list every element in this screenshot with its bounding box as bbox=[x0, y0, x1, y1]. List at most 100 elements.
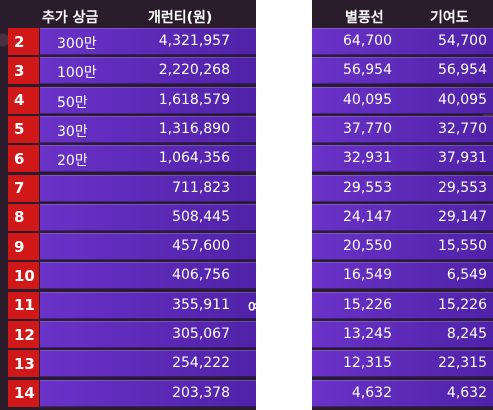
contrib-cell: 37,931 bbox=[438, 150, 487, 167]
table-row: 8 508,445 24,147 29,147 bbox=[8, 203, 493, 231]
rank-number: 3 bbox=[8, 57, 39, 85]
bonus-cell: 30만 bbox=[57, 123, 88, 140]
left-bar: 355,911 bbox=[40, 291, 256, 319]
vote-cell: 13,245 bbox=[343, 326, 392, 342]
contrib-cell: 6,549 bbox=[446, 267, 487, 284]
vote-cell: 20,550 bbox=[343, 238, 392, 255]
rank-number: 5 bbox=[8, 115, 39, 143]
vote-cell: 37,770 bbox=[343, 120, 392, 137]
rank-number: 6 bbox=[8, 145, 39, 173]
table-row: 2 300만 4,321,957 64,700 54,700 bbox=[8, 28, 493, 55]
name-cell: 여 bbox=[248, 300, 260, 316]
right-bar: 64,700 54,700 bbox=[312, 28, 493, 55]
right-bar: 20,550 15,550 bbox=[312, 233, 493, 261]
guarantee-cell: 406,756 bbox=[172, 267, 230, 284]
right-bar: 12,315 22,315 bbox=[312, 350, 493, 378]
guarantee-cell: 1,316,890 bbox=[158, 120, 230, 137]
rank-number: 14 bbox=[8, 379, 39, 407]
right-bar: 15,226 15,226 bbox=[312, 291, 493, 319]
right-bar: 29,553 29,553 bbox=[312, 174, 493, 202]
contrib-cell: 54,700 bbox=[438, 33, 487, 49]
guarantee-cell: 254,222 bbox=[172, 355, 230, 372]
right-bar: 16,549 6,549 bbox=[312, 262, 493, 290]
rank-number: 12 bbox=[8, 321, 39, 348]
guarantee-cell: 305,067 bbox=[172, 326, 230, 342]
table-row: 14 203,378 4,632 4,632 bbox=[8, 379, 493, 407]
table-row: 5 30만 1,316,890 37,770 32,770 bbox=[8, 115, 493, 143]
contrib-cell: 29,553 bbox=[438, 179, 487, 196]
vote-cell: 32,931 bbox=[343, 150, 392, 167]
right-bar: 32,931 37,931 bbox=[312, 145, 493, 173]
table-header: 추가 상금 개런티(원) 이름 별풍선 기여도 bbox=[8, 0, 493, 28]
table-row: 4 50만 1,618,579 40,095 40,095 bbox=[8, 86, 493, 114]
table-row: 9 457,600 20,550 15,550 bbox=[8, 233, 493, 261]
guarantee-cell: 2,220,268 bbox=[158, 62, 230, 79]
table-row: 6 20만 1,064,356 32,931 37,931 bbox=[8, 145, 493, 173]
guarantee-cell: 355,911 bbox=[172, 296, 230, 313]
table-row: 7 711,823 29,553 29,553 bbox=[8, 174, 493, 202]
left-bar: 508,445 bbox=[40, 203, 256, 231]
vote-cell: 24,147 bbox=[343, 208, 392, 225]
rank-number: 9 bbox=[8, 233, 39, 261]
vote-cell: 29,553 bbox=[343, 179, 392, 196]
left-bar: 300만 4,321,957 bbox=[40, 28, 256, 55]
rank-number: 4 bbox=[8, 86, 39, 114]
guarantee-cell: 1,618,579 bbox=[158, 91, 230, 108]
right-bar: 37,770 32,770 bbox=[312, 115, 493, 143]
header-guarantee: 개런티(원) bbox=[148, 10, 213, 26]
left-bar: 711,823 bbox=[40, 174, 256, 202]
table-row: 10 406,756 16,549 6,549 bbox=[8, 262, 493, 290]
right-bar: 24,147 29,147 bbox=[312, 203, 493, 231]
left-bar: 50만 1,618,579 bbox=[40, 86, 256, 114]
right-bar: 4,632 4,632 bbox=[312, 379, 493, 407]
table-row: 13 254,222 12,315 22,315 bbox=[8, 350, 493, 378]
guarantee-cell: 457,600 bbox=[172, 238, 230, 255]
left-bar: 254,222 bbox=[40, 350, 256, 378]
header-bonus: 추가 상금 bbox=[42, 10, 99, 26]
right-bar: 56,954 56,954 bbox=[312, 57, 493, 85]
rank-number: 8 bbox=[8, 203, 39, 231]
contrib-cell: 15,226 bbox=[438, 296, 487, 313]
name-column-blank bbox=[256, 0, 312, 410]
vote-cell: 4,632 bbox=[351, 384, 392, 401]
bonus-cell: 100만 bbox=[57, 65, 97, 82]
bonus-cell: 20만 bbox=[57, 153, 88, 170]
vote-cell: 15,226 bbox=[343, 296, 392, 313]
bonus-cell: 50만 bbox=[57, 94, 88, 111]
contrib-cell: 40,095 bbox=[438, 91, 487, 108]
rank-number: 10 bbox=[8, 262, 39, 290]
vote-cell: 12,315 bbox=[343, 355, 392, 372]
guarantee-cell: 4,321,957 bbox=[158, 33, 230, 49]
contrib-cell: 29,147 bbox=[438, 208, 487, 225]
ranking-table: 추가 상금 개런티(원) 이름 별풍선 기여도 2300만4,321,95764… bbox=[8, 0, 493, 410]
guarantee-cell: 711,823 bbox=[172, 179, 230, 196]
guarantee-cell: 508,445 bbox=[172, 208, 230, 225]
header-vote: 별풍선 bbox=[345, 10, 384, 26]
guarantee-cell: 1,064,356 bbox=[158, 150, 230, 167]
rank-number: 13 bbox=[8, 350, 39, 378]
table-row: 3 100만 2,220,268 56,954 56,954 bbox=[8, 57, 493, 85]
bonus-cell: 300만 bbox=[57, 36, 97, 52]
left-bar: 203,378 bbox=[40, 379, 256, 407]
contrib-cell: 8,245 bbox=[446, 326, 487, 342]
right-bar: 40,095 40,095 bbox=[312, 86, 493, 114]
left-bar: 20만 1,064,356 bbox=[40, 145, 256, 173]
table-row: 12 305,067 13,245 8,245 bbox=[8, 321, 493, 348]
table-row: 11 355,911 여 15,226 15,226 bbox=[8, 291, 493, 319]
vote-cell: 64,700 bbox=[343, 33, 392, 49]
rank-number: 2 bbox=[8, 28, 39, 55]
vote-cell: 56,954 bbox=[343, 62, 392, 79]
contrib-cell: 56,954 bbox=[438, 62, 487, 79]
left-bar: 305,067 bbox=[40, 321, 256, 348]
contrib-cell: 15,550 bbox=[438, 238, 487, 255]
left-bar: 457,600 bbox=[40, 233, 256, 261]
vote-cell: 16,549 bbox=[343, 267, 392, 284]
contrib-cell: 22,315 bbox=[438, 355, 487, 372]
right-bar: 13,245 8,245 bbox=[312, 321, 493, 348]
contrib-cell: 32,770 bbox=[438, 120, 487, 137]
contrib-cell: 4,632 bbox=[446, 384, 487, 401]
rank-number: 11 bbox=[8, 291, 39, 319]
left-bar: 100만 2,220,268 bbox=[40, 57, 256, 85]
vote-cell: 40,095 bbox=[343, 91, 392, 108]
guarantee-cell: 203,378 bbox=[172, 384, 230, 401]
